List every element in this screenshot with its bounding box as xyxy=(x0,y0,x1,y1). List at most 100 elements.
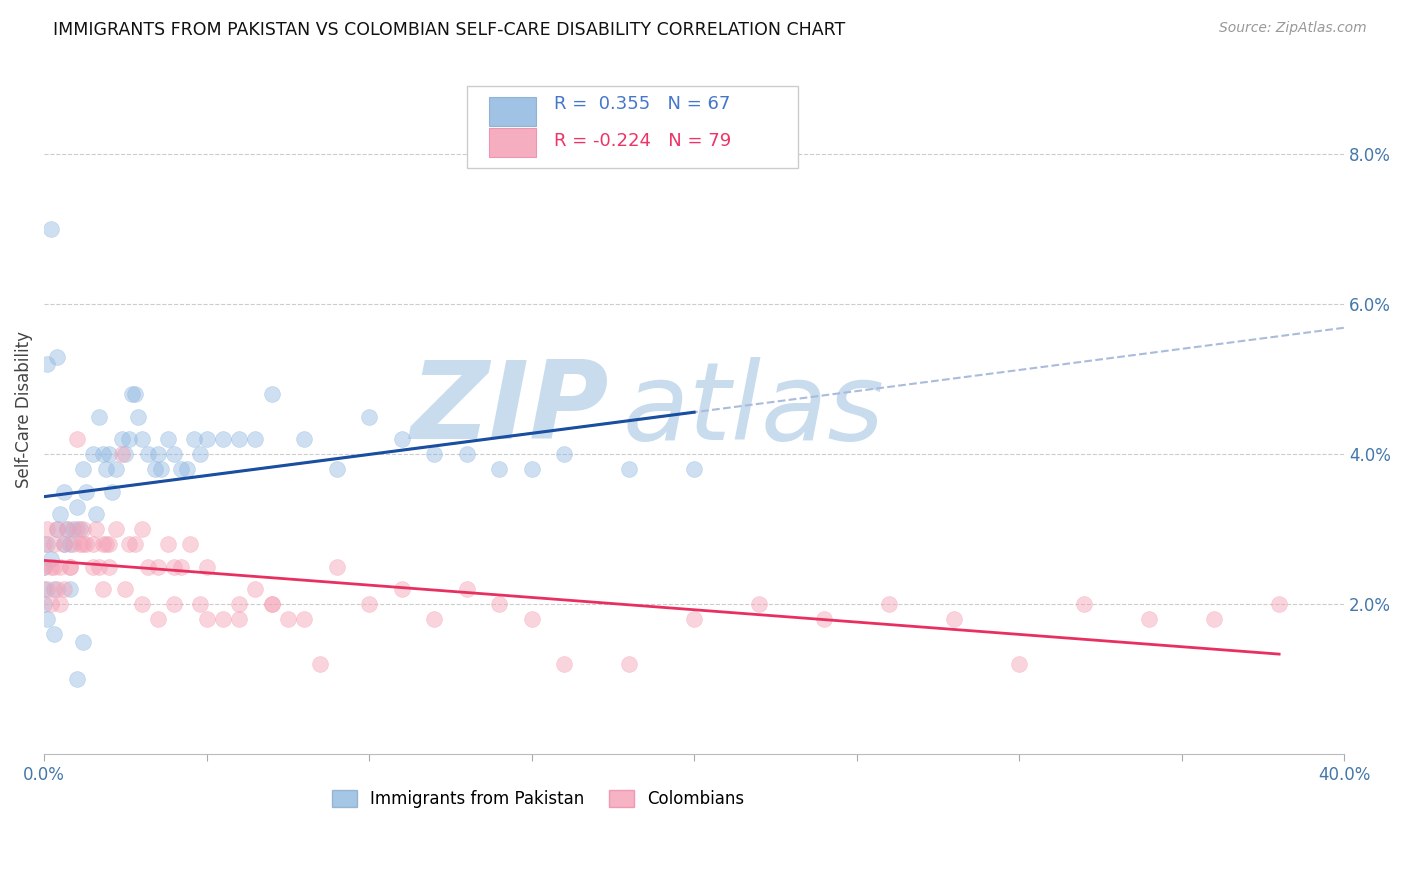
Point xyxy=(124,537,146,551)
Point xyxy=(52,537,75,551)
Point xyxy=(82,447,104,461)
Point xyxy=(94,462,117,476)
Point xyxy=(813,612,835,626)
Point xyxy=(277,612,299,626)
Point xyxy=(117,537,139,551)
Point xyxy=(260,597,283,611)
Point xyxy=(52,484,75,499)
Point xyxy=(94,537,117,551)
Point xyxy=(37,357,59,371)
Point xyxy=(309,657,332,672)
Point xyxy=(683,612,706,626)
Point xyxy=(131,522,153,536)
Point xyxy=(65,522,87,536)
Point xyxy=(877,597,900,611)
Point xyxy=(37,522,59,536)
Point xyxy=(520,462,543,476)
Text: atlas: atlas xyxy=(623,357,884,462)
Point xyxy=(176,462,198,476)
Point xyxy=(146,559,169,574)
Point xyxy=(56,522,79,536)
Point xyxy=(228,597,250,611)
Point xyxy=(72,537,94,551)
Point xyxy=(98,447,121,461)
Point xyxy=(228,432,250,446)
Point xyxy=(72,634,94,648)
Point xyxy=(111,447,134,461)
Point xyxy=(943,612,966,626)
Point xyxy=(32,559,55,574)
Point xyxy=(75,484,97,499)
Point xyxy=(91,447,114,461)
Point xyxy=(163,559,186,574)
Point xyxy=(179,537,201,551)
Point xyxy=(98,537,121,551)
Point xyxy=(72,522,94,536)
Point xyxy=(59,559,82,574)
Point xyxy=(114,582,136,597)
Point xyxy=(46,582,69,597)
Legend: Immigrants from Pakistan, Colombians: Immigrants from Pakistan, Colombians xyxy=(325,783,751,815)
Point xyxy=(1204,612,1226,626)
Point xyxy=(163,447,186,461)
Point xyxy=(169,462,191,476)
Point xyxy=(65,500,87,514)
Point xyxy=(260,597,283,611)
Point xyxy=(32,582,55,597)
Point xyxy=(65,432,87,446)
Point xyxy=(52,537,75,551)
Point xyxy=(617,462,640,476)
Point xyxy=(98,559,121,574)
Point xyxy=(127,409,149,424)
Point xyxy=(188,447,211,461)
Point xyxy=(62,537,84,551)
Point xyxy=(245,432,267,446)
Point xyxy=(131,597,153,611)
Point xyxy=(488,597,510,611)
Point xyxy=(245,582,267,597)
Point xyxy=(42,537,65,551)
Point xyxy=(42,627,65,641)
Point xyxy=(1008,657,1031,672)
Point xyxy=(62,522,84,536)
Point xyxy=(91,537,114,551)
Point xyxy=(124,387,146,401)
Point xyxy=(46,350,69,364)
Point xyxy=(292,432,315,446)
Text: IMMIGRANTS FROM PAKISTAN VS COLOMBIAN SELF-CARE DISABILITY CORRELATION CHART: IMMIGRANTS FROM PAKISTAN VS COLOMBIAN SE… xyxy=(53,21,845,38)
Point xyxy=(146,612,169,626)
Point xyxy=(423,612,446,626)
Point xyxy=(37,537,59,551)
Point xyxy=(59,559,82,574)
Point xyxy=(39,222,62,236)
Point xyxy=(39,552,62,566)
Point xyxy=(195,559,218,574)
Point xyxy=(1073,597,1095,611)
Point xyxy=(121,387,143,401)
Point xyxy=(101,484,124,499)
Point xyxy=(111,432,134,446)
Point xyxy=(146,447,169,461)
Point xyxy=(156,537,179,551)
Point xyxy=(32,537,55,551)
Point xyxy=(456,582,478,597)
Point xyxy=(292,612,315,626)
FancyBboxPatch shape xyxy=(489,128,536,157)
Point xyxy=(65,672,87,686)
Point xyxy=(423,447,446,461)
Point xyxy=(69,522,91,536)
Point xyxy=(75,537,97,551)
Point xyxy=(143,462,166,476)
Point xyxy=(131,432,153,446)
Point xyxy=(42,582,65,597)
Point xyxy=(359,409,381,424)
Point xyxy=(136,559,159,574)
Point xyxy=(183,432,205,446)
FancyBboxPatch shape xyxy=(467,87,799,168)
Point xyxy=(46,522,69,536)
Point xyxy=(163,597,186,611)
Text: Source: ZipAtlas.com: Source: ZipAtlas.com xyxy=(1219,21,1367,35)
Point xyxy=(32,597,55,611)
Point xyxy=(49,559,72,574)
Point xyxy=(195,612,218,626)
